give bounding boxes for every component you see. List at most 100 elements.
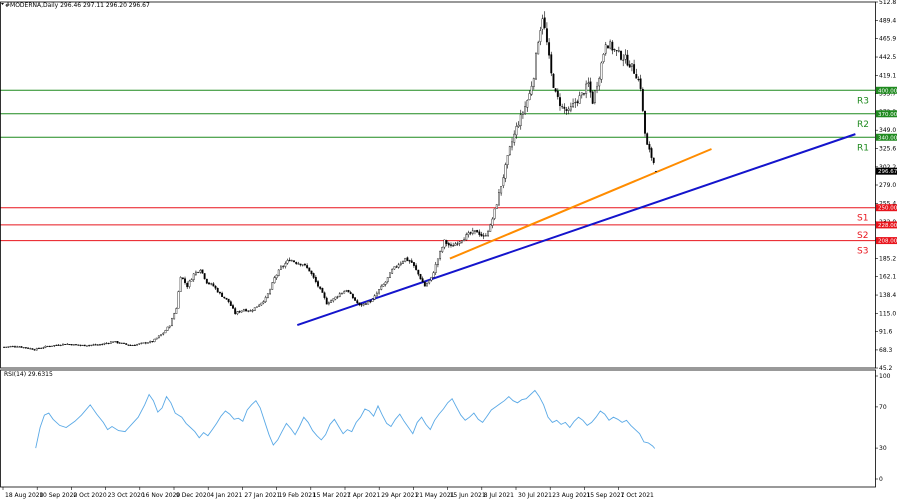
candle [325, 297, 328, 305]
level-price-tag [876, 237, 897, 245]
candle [447, 243, 450, 246]
candle [532, 78, 535, 87]
candle [99, 344, 101, 346]
candle [465, 234, 468, 241]
candle [3, 346, 6, 348]
candle [341, 292, 343, 295]
candle [604, 44, 607, 54]
candle [641, 89, 644, 111]
candle [293, 260, 295, 263]
candle [476, 229, 479, 233]
price-tick-label: 162.1 [879, 274, 896, 281]
candle [53, 345, 56, 347]
candle [275, 274, 278, 279]
level-label-r1: R1 [857, 143, 869, 153]
candle [343, 291, 346, 294]
candle [349, 292, 352, 295]
candle [251, 310, 254, 312]
level-price-tag [876, 204, 897, 212]
candle [639, 78, 642, 89]
candle [539, 30, 542, 42]
candle [611, 41, 614, 51]
time-tick-label: 9 Dec 2020 [176, 492, 211, 499]
rsi-pane[interactable]: 100 70 30 0 RSI(14) 29.6315 [4, 371, 891, 483]
price-axis: 512.8489.4465.9442.5419.1395.7372.3349.0… [875, 0, 896, 372]
candle [125, 343, 128, 345]
candle [508, 146, 511, 155]
candle [587, 82, 590, 85]
candle [210, 283, 213, 285]
price-tick-label: 255.4 [879, 200, 896, 207]
level-price-tag [876, 86, 897, 94]
price-tick-label: 489.4 [879, 17, 896, 24]
candle [199, 269, 202, 273]
candle [607, 45, 609, 49]
rsi-header: RSI(14) 29.6315 [4, 371, 53, 378]
candle [495, 204, 498, 209]
candle [197, 271, 200, 273]
candle [5, 346, 8, 348]
candle [177, 291, 180, 309]
candle [380, 285, 383, 290]
time-tick-label: 29 Apr 2021 [381, 492, 418, 499]
candle [373, 295, 376, 300]
candle [345, 290, 348, 292]
candle [31, 348, 34, 350]
price-tick-label: 115.0 [879, 310, 896, 317]
candle [35, 348, 38, 351]
time-tick-label: 7 Apr 2021 [347, 492, 380, 499]
candle [157, 335, 160, 339]
trendline-major-uptrend[interactable] [296, 133, 856, 327]
candle [576, 101, 579, 103]
candle [423, 281, 426, 287]
candle [445, 240, 448, 244]
candle [271, 282, 274, 290]
candle [68, 344, 71, 346]
candle [362, 303, 365, 306]
candle [151, 341, 154, 343]
candle [160, 334, 162, 337]
time-tick-label: 18 Aug 2020 [5, 492, 44, 499]
candle [64, 343, 67, 345]
chevron-down-icon[interactable] [1, 3, 4, 5]
candle [306, 265, 309, 268]
candle [502, 177, 505, 186]
candle [434, 264, 437, 273]
candle [290, 260, 293, 262]
candle [428, 280, 431, 284]
candle [144, 342, 147, 344]
level-price-tag [876, 221, 897, 229]
candle [109, 341, 112, 344]
candle [561, 106, 564, 108]
candle [386, 277, 389, 282]
candle [249, 310, 252, 312]
trendline-minor-uptrend[interactable] [449, 148, 712, 260]
candle [487, 231, 489, 236]
candle [589, 81, 592, 93]
price-pane[interactable]: 512.8489.4465.9442.5419.1395.7372.3349.0… [0, 0, 898, 372]
trendlines[interactable] [296, 133, 856, 327]
time-tick-label: 19 Feb 2021 [279, 492, 317, 499]
candle [498, 192, 500, 206]
candle [166, 326, 169, 331]
candle [29, 348, 32, 350]
time-tick-label: 15 Sep 2021 [586, 492, 624, 499]
candle [120, 342, 123, 344]
level-price-tag [876, 133, 897, 141]
time-tick-label: 7 Oct 2021 [621, 492, 654, 499]
candle [491, 218, 494, 226]
price-tick-label: 325.6 [879, 146, 896, 153]
price-tick-label: 442.5 [879, 54, 896, 61]
candle [408, 260, 411, 262]
candle [630, 63, 633, 67]
candle [648, 143, 651, 150]
candle [234, 308, 237, 314]
price-tick-label: 419.1 [879, 72, 896, 79]
time-tick-label: 21 May 2021 [415, 492, 454, 499]
candle [242, 309, 245, 312]
candle [284, 263, 287, 267]
candle [356, 300, 359, 304]
candle [535, 52, 537, 80]
